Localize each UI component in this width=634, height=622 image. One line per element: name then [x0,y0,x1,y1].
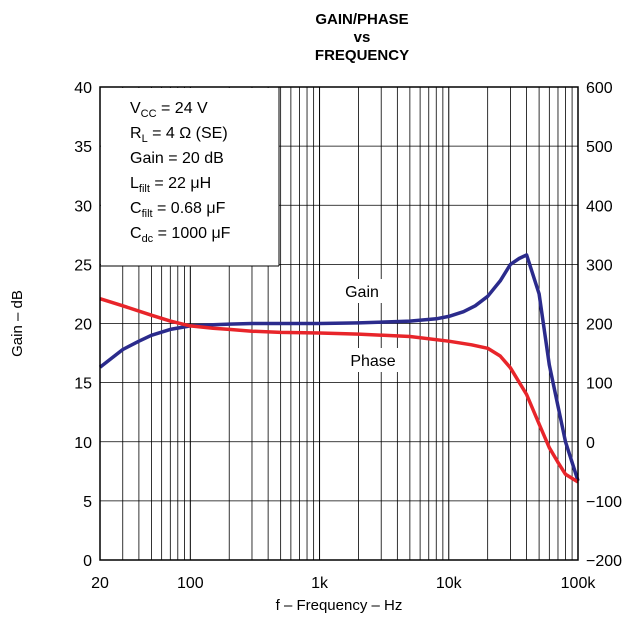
x-axis-label: f – Frequency – Hz [276,597,403,614]
series-lines [98,253,580,484]
condition-line: Cdc = 1000 μF [130,225,231,245]
y-left-tick-label: 35 [74,139,92,156]
y-right-tick-label: 500 [586,139,613,156]
x-tick-label: 1k [311,575,329,592]
y-right-tick-label: 400 [586,198,613,215]
y-right-tick-label: 200 [586,317,613,334]
conditions-background [101,88,279,266]
series-line-phase [99,297,579,484]
chart-title-line: vs [354,29,371,46]
series-label-phase: Phase [350,353,395,370]
y-left-tick-label: 5 [83,494,92,511]
condition-line: RL = 4 Ω (SE) [130,125,228,145]
condition-line: Lfilt = 22 μH [130,175,211,195]
conditions-box: VCC = 24 V RL = 4 Ω (SE) Gain = 20 dB Lfilt… [100,87,280,267]
y-left-tick-label: 15 [74,376,92,393]
y-right-tick-label: 0 [586,435,595,452]
y-right-tick-label: 600 [586,80,613,97]
x-tick-label: 10k [436,575,463,592]
y-axis-left-ticks: 0 5 10 15 20 25 30 35 40 [74,80,92,570]
x-tick-label: 100 [177,575,204,592]
x-tick-label: 20 [91,575,109,592]
y-left-tick-label: 0 [83,553,92,570]
y-left-tick-label: 40 [74,80,92,97]
condition-line: Gain = 20 dB [130,150,224,167]
series-label-background [339,348,407,372]
condition-line: Cfilt = 0.68 μF [130,200,226,220]
series-label-background [328,279,396,303]
plot-frame [99,86,579,561]
y-right-tick-label: 300 [586,257,613,274]
y-left-tick-label: 20 [74,317,92,334]
x-axis-ticks: 20 100 1k 10k 100k [91,575,596,592]
x-tick-label: 100k [561,575,597,592]
y-right-tick-label: −100 [586,494,622,511]
series-label-gain: Gain [345,284,379,301]
y-right-tick-label: −200 [586,553,622,570]
series-labels: Gain Phase [328,279,407,372]
chart-title-line: GAIN/PHASE [315,11,408,28]
y-axis-label: Gain – dB [9,290,26,357]
y-right-tick-label: 100 [586,376,613,393]
y-axis-right-ticks: −200 −100 0 100 200 300 400 500 600 [586,80,622,570]
y-left-tick-label: 10 [74,435,92,452]
y-left-tick-label: 30 [74,198,92,215]
condition-line: VCC = 24 V [130,100,208,120]
chart-title-line: FREQUENCY [315,47,409,64]
y-left-tick-label: 25 [74,257,92,274]
series-line-gain [98,253,580,482]
